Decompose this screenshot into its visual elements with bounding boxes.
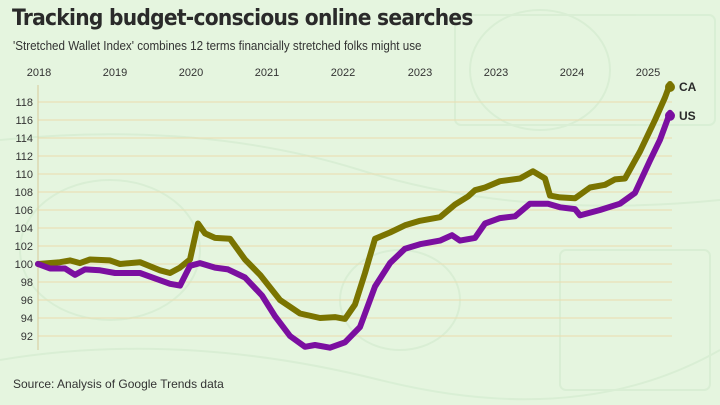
y-tick-label: 114 xyxy=(15,133,33,145)
x-tick-label: 2019 xyxy=(103,67,127,79)
y-tick-label: 92 xyxy=(21,331,33,343)
y-tick-label: 94 xyxy=(21,313,33,325)
ca-end-marker xyxy=(665,82,675,92)
y-axis-tick-labels: 92 94 96 98 100 102 104 106 108 110 112 114 116 118 xyxy=(15,97,33,343)
y-tick-label: 104 xyxy=(15,223,33,235)
y-tick-label: 112 xyxy=(15,151,33,163)
us-end-marker xyxy=(665,110,675,121)
chart-subtitle: 'Stretched Wallet Index' combines 12 ter… xyxy=(13,39,422,53)
y-tick-label: 108 xyxy=(15,187,33,199)
x-tick-label: 2023 xyxy=(484,67,508,79)
source-note: Source: Analysis of Google Trends data xyxy=(13,377,224,391)
x-tick-label: 2025 xyxy=(636,67,660,79)
x-tick-label: 2023 xyxy=(408,67,432,79)
y-tick-label: 102 xyxy=(15,241,33,253)
x-tick-label: 2022 xyxy=(331,67,355,79)
y-tick-label: 100 xyxy=(15,259,33,271)
ca-series-line xyxy=(35,81,673,322)
y-tick-label: 118 xyxy=(15,97,33,109)
y-tick-label: 110 xyxy=(15,169,33,181)
y-tick-label: 96 xyxy=(21,295,33,307)
x-tick-label: 2020 xyxy=(179,67,203,79)
ca-series-label: CA xyxy=(679,80,697,94)
y-tick-label: 116 xyxy=(15,115,33,127)
x-axis-tick-labels: 2018 2019 2020 2021 2022 2023 2023 2024 2025 xyxy=(27,67,660,79)
x-tick-label: 2021 xyxy=(255,67,279,79)
chart-title: Tracking budget-conscious online searche… xyxy=(12,6,473,31)
y-tick-label: 98 xyxy=(21,277,33,289)
us-series-label: US xyxy=(679,109,696,123)
x-tick-label: 2024 xyxy=(560,67,584,79)
x-tick-label: 2018 xyxy=(27,67,51,79)
us-series-line xyxy=(35,109,673,351)
y-tick-label: 106 xyxy=(15,205,33,217)
